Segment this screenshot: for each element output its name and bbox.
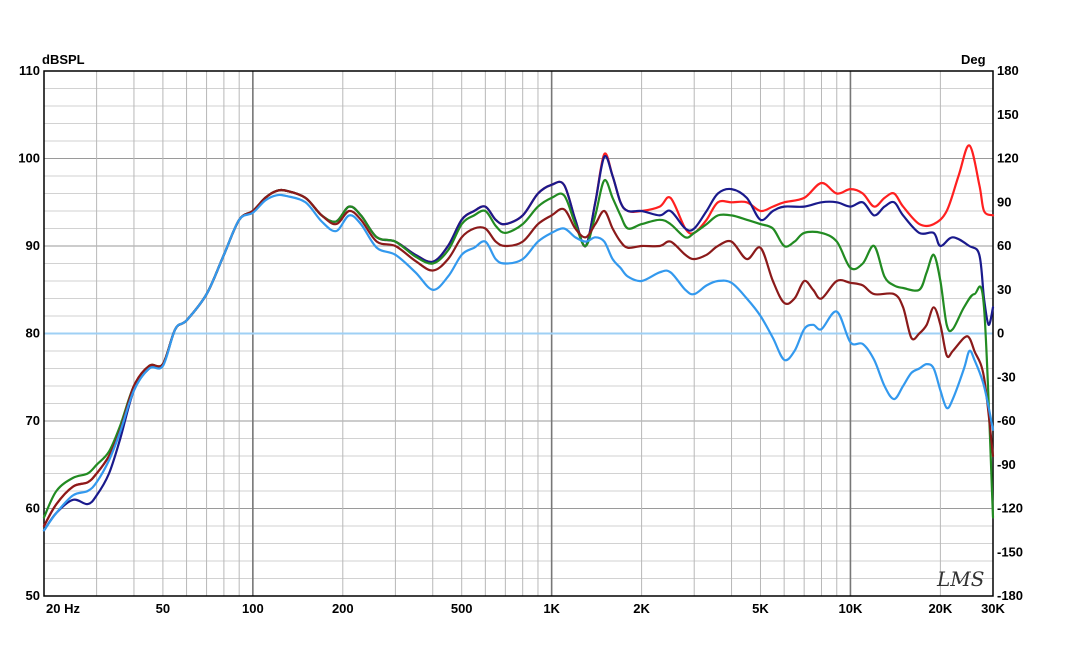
y2-tick-label: -30 xyxy=(997,369,1016,384)
x-tick-label: 100 xyxy=(242,601,264,616)
x-tick-label: 1K xyxy=(543,601,560,616)
chart-grid xyxy=(43,70,994,597)
x-tick-label: 20 Hz xyxy=(46,601,80,616)
x-tick-label: 200 xyxy=(332,601,354,616)
y2-tick-label: 30 xyxy=(997,282,1011,297)
x-tick-label: 20K xyxy=(928,601,952,616)
y-tick-label: 60 xyxy=(26,501,40,516)
brand-watermark: LMS xyxy=(936,567,984,591)
y2-tick-label: 90 xyxy=(997,194,1011,209)
x-tick-label: 50 xyxy=(156,601,170,616)
y2-tick-label: -120 xyxy=(997,501,1023,516)
y2-tick-label: 120 xyxy=(997,151,1019,166)
tick-labels: 110 100 90 80 70 60 50 180 150 120 90 60 30 0 -30 -60 -9… xyxy=(18,63,1023,616)
y-tick-label: 110 xyxy=(19,63,40,78)
plot-frame xyxy=(43,70,994,597)
y2-tick-label: 180 xyxy=(997,63,1019,78)
series-layer xyxy=(42,144,995,532)
right-axis-unit-label: Deg xyxy=(961,52,986,67)
x-tick-label: 5K xyxy=(752,601,769,616)
y2-tick-label: 150 xyxy=(997,107,1019,122)
left-axis-unit-label: dBSPL xyxy=(42,52,85,67)
y2-tick-label: -60 xyxy=(997,413,1016,428)
y-tick-label: 90 xyxy=(26,238,40,253)
y2-tick-label: 0 xyxy=(997,326,1004,341)
series-line-5 xyxy=(42,193,995,532)
y2-tick-label: -90 xyxy=(997,457,1016,472)
y2-tick-label: -180 xyxy=(997,588,1023,603)
y2-tick-label: 60 xyxy=(997,238,1011,253)
y2-tick-label: -150 xyxy=(997,544,1023,559)
x-tick-label: 500 xyxy=(451,601,473,616)
x-tick-label: 2K xyxy=(633,601,650,616)
y-tick-label: 100 xyxy=(18,151,40,166)
y-tick-label: 70 xyxy=(26,413,40,428)
plot-border xyxy=(43,70,994,597)
x-tick-label: 10K xyxy=(839,601,863,616)
y-tick-label: 80 xyxy=(26,326,40,341)
y-tick-label: 50 xyxy=(26,588,40,603)
x-tick-label: 30K xyxy=(981,601,1005,616)
